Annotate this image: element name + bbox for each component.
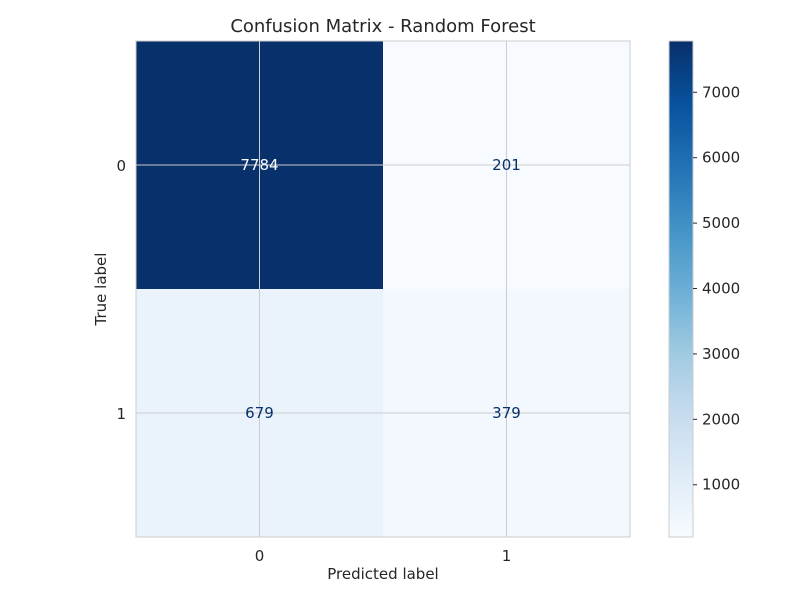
colorbar-tick-label: 5000 (702, 214, 740, 232)
cell-value-labels: 7784 201 679 379 (240, 156, 520, 422)
x-axis-label: Predicted label (327, 565, 438, 583)
y-tick-labels: 01 (116, 157, 126, 423)
colorbar-tick-label: 6000 (702, 149, 740, 167)
y-tick-label: 1 (116, 405, 126, 423)
cell-value-0-1: 201 (492, 156, 521, 174)
colorbar-tick-label: 3000 (702, 345, 740, 363)
matrix-cells (136, 41, 630, 537)
colorbar-tick-label: 2000 (702, 410, 740, 428)
y-axis-label: True label (92, 253, 110, 327)
colorbar (668, 40, 694, 538)
cell-value-1-0: 679 (245, 404, 274, 422)
cell-value-0-0: 7784 (240, 156, 278, 174)
colorbar-tick-labels: 1000 2000 3000 4000 5000 6000 7000 (693, 83, 740, 494)
colorbar-tick-label: 1000 (702, 476, 740, 494)
colorbar-tick-label: 7000 (702, 83, 740, 101)
cell-value-1-1: 379 (492, 404, 521, 422)
x-tick-label: 0 (255, 547, 265, 565)
plot-frame (135, 40, 631, 538)
colorbar-tick-label: 4000 (702, 280, 740, 298)
y-tick-label: 0 (116, 157, 126, 175)
x-tick-label: 1 (502, 547, 512, 565)
chart-title: Confusion Matrix - Random Forest (230, 16, 535, 37)
grid-lines (136, 41, 630, 537)
